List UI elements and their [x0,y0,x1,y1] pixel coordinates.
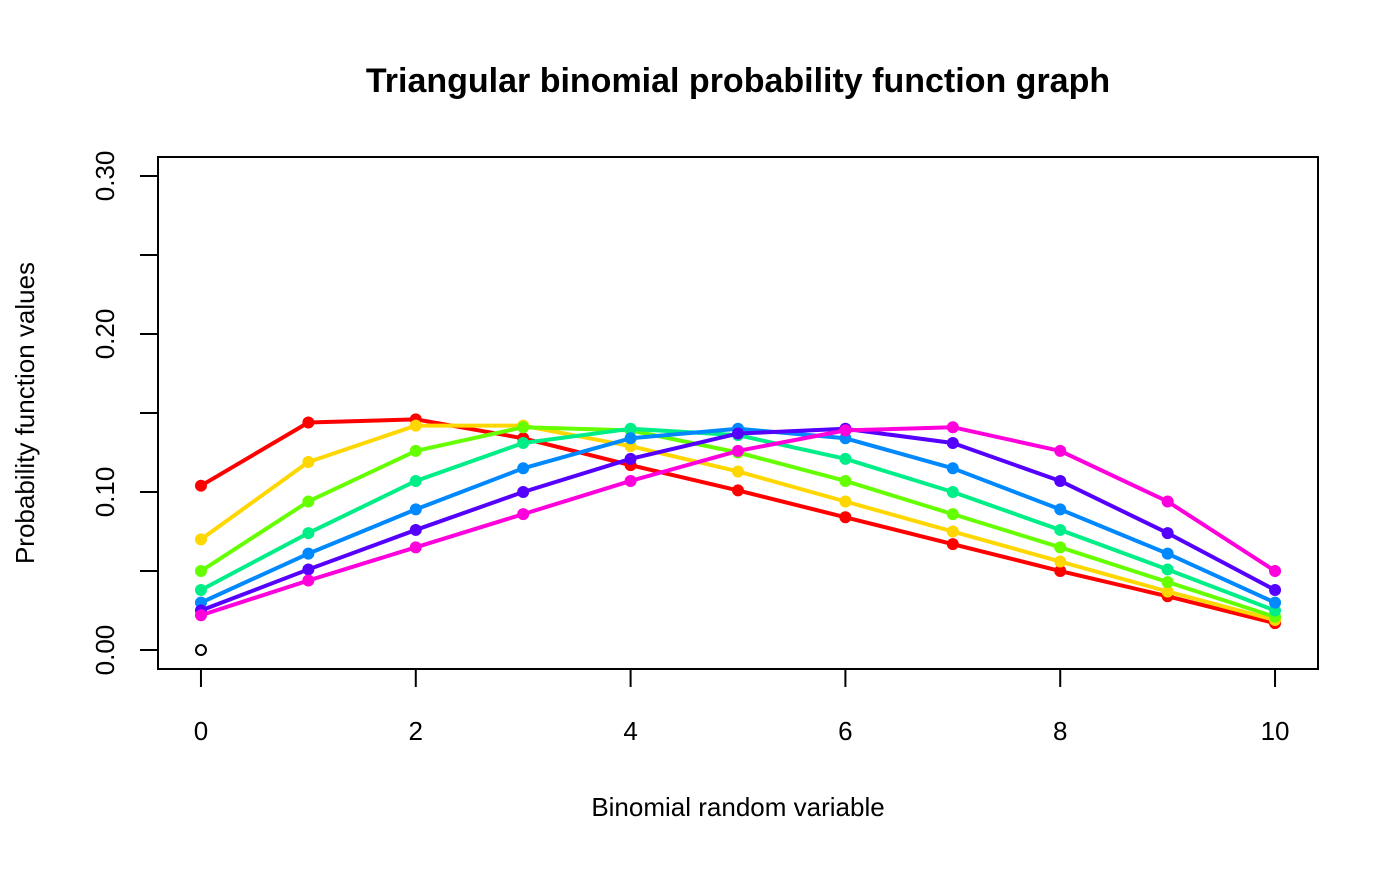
y-tick-label: 0.30 [90,151,120,202]
data-point [194,565,207,578]
data-point [302,527,315,540]
data-point [517,508,530,521]
axes: 0 2 4 6 8 10 0.00 0.10 0.20 0.30 [90,151,1289,746]
x-tick-label: 6 [838,716,852,746]
data-point [1269,565,1282,578]
data-point [194,479,207,492]
series-1 [194,413,1282,630]
data-point [1054,503,1067,516]
chart-title: Triangular binomial probability function… [366,62,1110,100]
data-point [409,541,422,554]
data-point [409,503,422,516]
y-tick-label: 0.20 [90,309,120,360]
data-point [624,422,637,435]
data-point [302,495,315,508]
data-point [946,525,959,538]
plot-frame [157,156,1319,670]
y-axis-label: Probability function values [10,262,40,564]
x-tick-label: 8 [1053,716,1067,746]
data-point [1269,596,1282,609]
data-point [839,474,852,487]
data-point [517,462,530,475]
data-point [839,495,852,508]
data-point [409,444,422,457]
x-tick-label: 0 [194,716,208,746]
data-point [1054,565,1067,578]
data-point [1054,444,1067,457]
data-point [1054,555,1067,568]
data-point [1161,585,1174,598]
data-point [1054,541,1067,554]
data-point [1054,474,1067,487]
data-point [624,474,637,487]
x-tick-label: 10 [1261,716,1290,746]
data-point [946,421,959,434]
data-point [194,583,207,596]
data-point [946,462,959,475]
data-point [946,508,959,521]
data-point [1054,523,1067,536]
data-point [517,486,530,499]
data-point [1161,576,1174,589]
data-point [1161,563,1174,576]
data-point [517,421,530,434]
data-point [409,523,422,536]
data-point [946,486,959,499]
data-point [946,437,959,450]
data-point [409,419,422,432]
x-tick-label: 2 [409,716,423,746]
data-point [194,609,207,622]
data-point [409,474,422,487]
data-point [732,427,744,440]
data-point [1161,547,1174,560]
data-point [1269,583,1282,596]
data-point [624,432,637,445]
data-point [732,444,744,457]
y-tick-label: 0.10 [90,467,120,518]
series-layer [194,413,1282,657]
y-tick-label: 0.00 [90,625,120,676]
data-point [302,416,315,429]
open-point [194,644,207,657]
data-point [194,533,207,546]
data-point [302,547,315,560]
data-point [946,538,959,551]
series-7 [194,421,1282,622]
x-axis-label: Binomial random variable [591,792,884,822]
data-point [839,511,852,524]
data-point [839,424,852,437]
x-tick-label: 4 [623,716,637,746]
data-point [517,437,530,450]
data-point [302,563,315,576]
data-point [302,574,315,587]
data-point [732,465,744,478]
data-point [1161,527,1174,540]
data-point [302,455,315,468]
data-point [732,484,744,497]
data-point [839,452,852,465]
data-point [1161,495,1174,508]
data-point [624,452,637,465]
